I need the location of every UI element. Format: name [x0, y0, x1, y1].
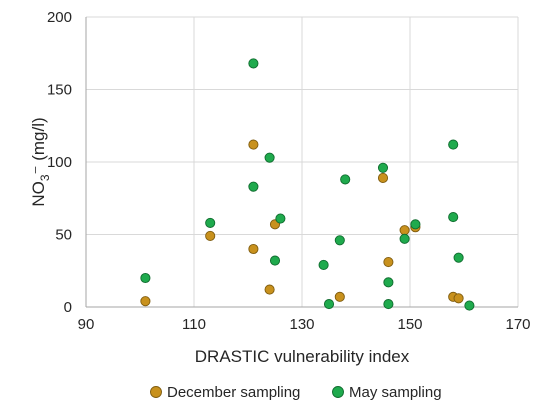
- legend-label-december: December sampling: [167, 384, 300, 401]
- legend: December sampling May sampling: [150, 384, 442, 401]
- data-point-may: [140, 272, 151, 284]
- data-point-may: [269, 255, 281, 266]
- data-point-december: [377, 172, 389, 183]
- data-point-may: [248, 58, 259, 69]
- data-point-december: [334, 291, 345, 302]
- x-tick-label: 150: [397, 316, 422, 333]
- gridlines: [85, 16, 519, 308]
- data-point-december: [399, 225, 410, 236]
- data-point-may: [383, 299, 394, 310]
- y-axis-title-unit: ⁻ (mg/l): [29, 117, 48, 174]
- y-tick-label: 200: [47, 9, 72, 26]
- data-point-may: [410, 219, 421, 230]
- data-point-december: [140, 296, 151, 307]
- data-point-may: [318, 259, 329, 271]
- data-point-december: [383, 256, 394, 268]
- y-tick-label: 50: [55, 227, 72, 244]
- data-point-may: [340, 174, 351, 185]
- y-axis-title: NO3⁻ (mg/l): [29, 117, 52, 206]
- data-point-may: [323, 299, 335, 310]
- data-point-may: [453, 252, 464, 263]
- y-tick-label: 150: [47, 82, 72, 99]
- data-point-december: [453, 293, 464, 304]
- y-tick-label: 100: [47, 154, 72, 171]
- x-tick-label: 110: [182, 316, 206, 333]
- data-point-may: [448, 139, 459, 150]
- data-point-december: [248, 243, 259, 255]
- axes: [85, 17, 518, 308]
- data-point-may: [334, 235, 345, 246]
- legend-marker-december: [150, 386, 162, 398]
- x-axis-title: DRASTIC vulnerability index: [195, 347, 410, 366]
- data-points: [140, 58, 475, 311]
- data-point-december: [248, 139, 259, 150]
- x-tick-label: 170: [505, 316, 530, 333]
- y-tick-label: 0: [64, 299, 72, 316]
- data-point-may: [248, 181, 259, 192]
- tick-labels: 90 110 130 150 170 0 50 100 150 200: [47, 9, 531, 333]
- data-point-may: [383, 277, 394, 288]
- data-point-may: [205, 217, 216, 228]
- data-point-may: [377, 162, 389, 173]
- y-axis-title-main: NO: [29, 181, 48, 207]
- x-tick-label: 90: [78, 316, 95, 333]
- legend-marker-may: [332, 386, 344, 398]
- data-point-may: [399, 233, 410, 244]
- x-tick-label: 130: [289, 316, 314, 333]
- data-point-may: [464, 300, 475, 311]
- legend-label-may: May sampling: [349, 384, 442, 401]
- data-point-may: [275, 213, 286, 224]
- data-point-december: [205, 230, 216, 241]
- data-point-may: [264, 152, 275, 163]
- data-point-may: [448, 212, 459, 223]
- y-axis-title-subscript: 3: [38, 174, 52, 181]
- data-point-december: [264, 284, 275, 295]
